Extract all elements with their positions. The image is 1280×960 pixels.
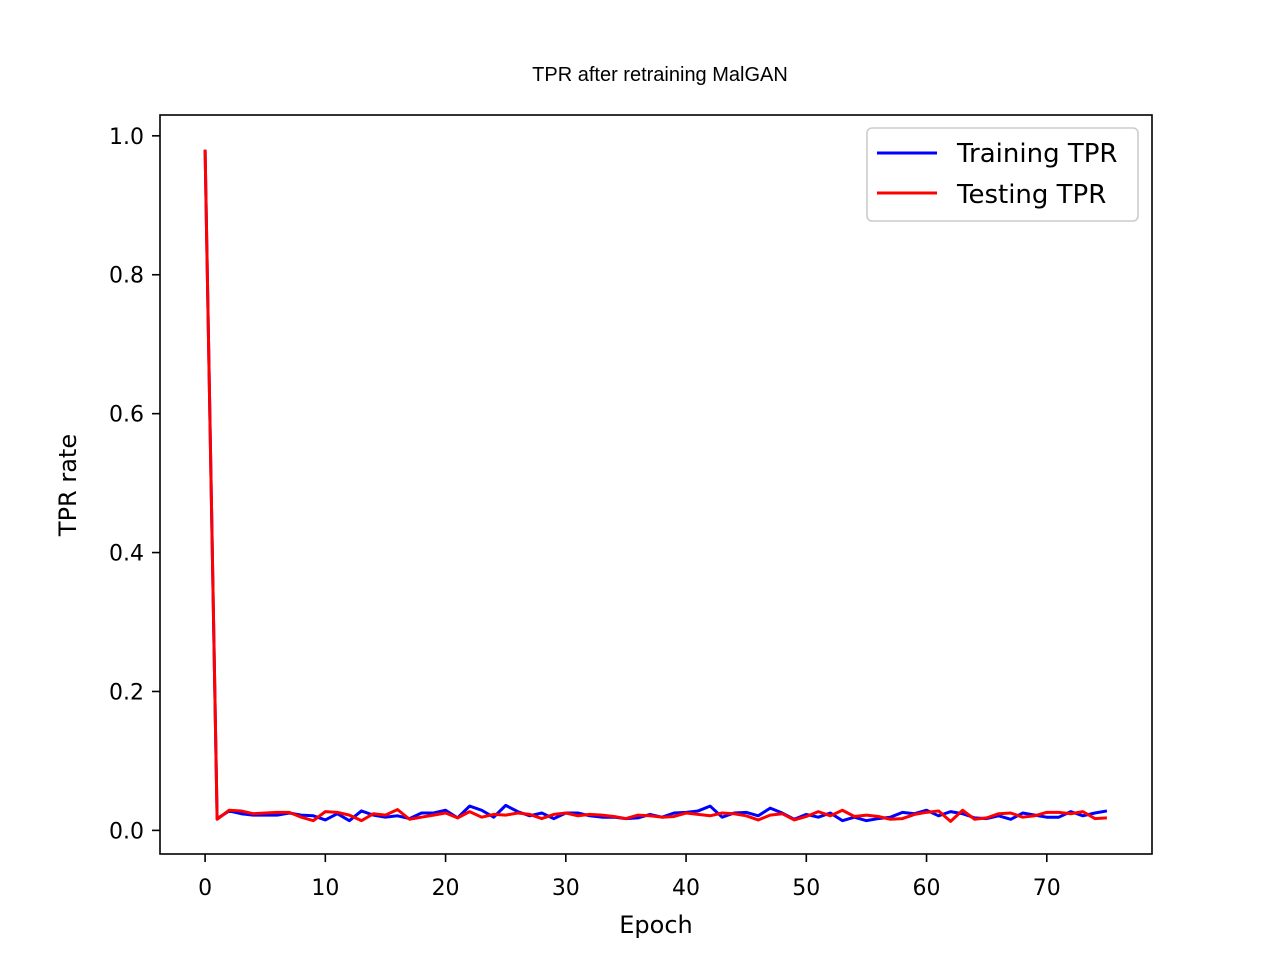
x-tick-label: 70 — [1033, 876, 1061, 901]
y-tick-label: 1.0 — [109, 125, 144, 150]
series-layer — [203, 149, 1108, 823]
x-tick-label: 30 — [552, 876, 580, 901]
x-axis-label: Epoch — [619, 911, 693, 939]
legend-box — [866, 127, 1139, 222]
x-tick-label: 0 — [198, 876, 212, 901]
x-tick-label: 10 — [311, 876, 339, 901]
chart-title: TPR after retraining MalGAN — [532, 64, 788, 86]
legend-label-training: Training TPR — [956, 139, 1117, 169]
legend: Training TPR Testing TPR — [866, 127, 1139, 222]
y-tick-label: 0.0 — [109, 819, 144, 844]
y-tick-label: 0.8 — [109, 264, 144, 289]
x-tick-label: 20 — [432, 876, 460, 901]
x-tick-label: 40 — [672, 876, 700, 901]
y-axis-ticks: 0.0 0.2 0.4 0.6 0.8 1.0 — [109, 125, 160, 844]
y-axis-label: TPR rate — [54, 434, 82, 537]
x-tick-label: 60 — [913, 876, 941, 901]
y-tick-label: 0.6 — [109, 403, 144, 428]
x-axis-ticks: 0 10 20 30 40 50 60 70 — [198, 854, 1061, 901]
plot-frame — [159, 114, 1153, 855]
legend-label-testing: Testing TPR — [956, 180, 1106, 210]
x-tick-label: 50 — [792, 876, 820, 901]
y-tick-label: 0.2 — [109, 680, 144, 705]
series-line-testing-tpr — [203, 149, 1107, 823]
y-tick-label: 0.4 — [109, 542, 144, 567]
